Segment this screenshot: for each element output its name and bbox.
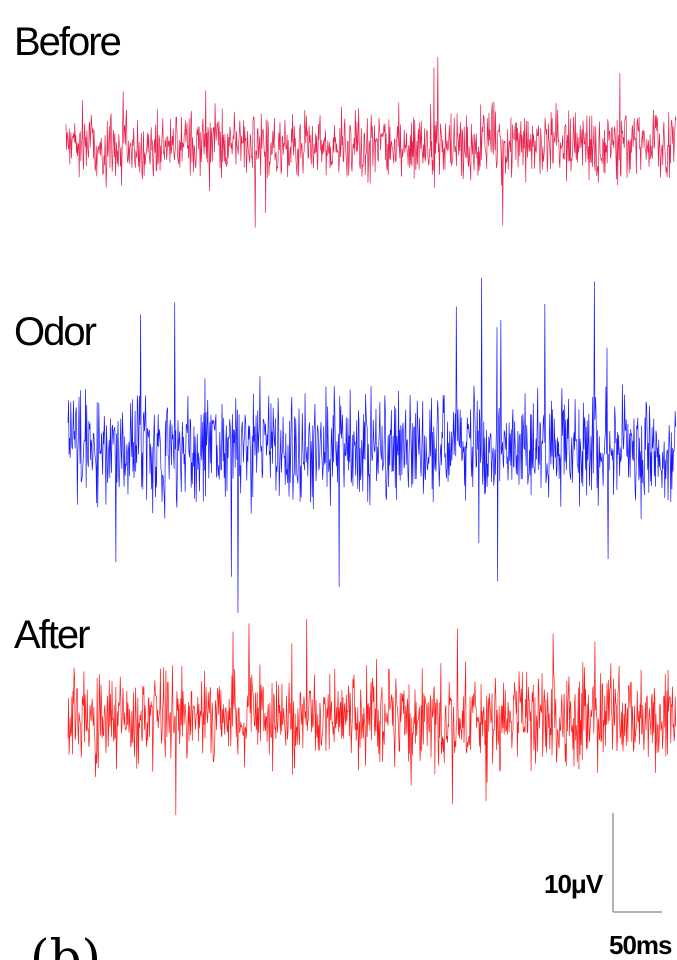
traces <box>65 56 677 816</box>
panel-label: (b) <box>30 929 101 960</box>
scale-bar-voltage-label: 10μV <box>544 869 604 899</box>
scale-bar: 10μV 50ms <box>544 813 673 960</box>
series-label-before: Before <box>14 20 121 64</box>
series-label-odor: Odor <box>14 310 97 354</box>
scale-bar-time-label: 50ms <box>609 930 672 960</box>
series-label-after: After <box>14 613 90 657</box>
trace-after <box>67 619 677 816</box>
trace-odor <box>67 277 677 613</box>
trace-before <box>65 56 677 228</box>
